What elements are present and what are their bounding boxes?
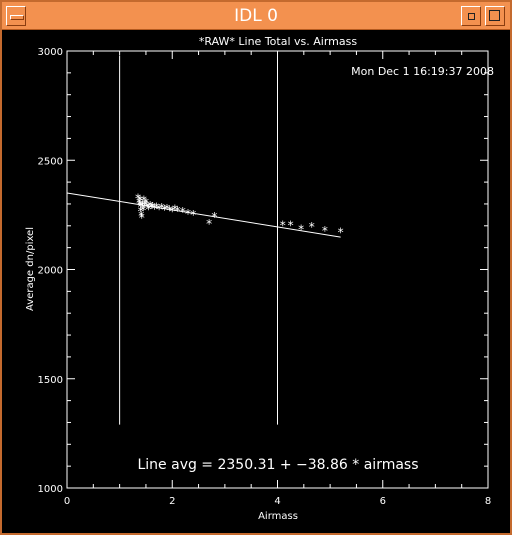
data-point: * bbox=[298, 222, 304, 236]
x-tick-label: 8 bbox=[485, 496, 491, 507]
maximize-icon bbox=[489, 10, 500, 21]
data-point: * bbox=[172, 202, 178, 216]
data-point: * bbox=[148, 201, 154, 215]
data-point: * bbox=[159, 201, 165, 215]
data-point: * bbox=[280, 219, 286, 233]
data-point: * bbox=[143, 196, 149, 210]
data-point: * bbox=[142, 198, 148, 212]
data-point: * bbox=[151, 202, 157, 216]
data-point: * bbox=[185, 207, 191, 221]
data-point: * bbox=[140, 203, 146, 217]
data-point: * bbox=[147, 199, 153, 213]
data-point: * bbox=[164, 202, 170, 216]
y-tick-label: 2500 bbox=[38, 156, 63, 167]
window-menu-button[interactable] bbox=[6, 6, 26, 26]
data-point: * bbox=[322, 224, 328, 238]
data-point: * bbox=[180, 205, 186, 219]
y-tick-label: 1500 bbox=[38, 375, 63, 386]
data-point: * bbox=[138, 209, 144, 223]
x-tick-label: 6 bbox=[380, 496, 386, 507]
title-bar[interactable]: IDL 0 bbox=[2, 2, 510, 30]
data-points: ***************************** * * **** * * * * * bbox=[135, 191, 344, 239]
data-point: * bbox=[161, 203, 167, 217]
data-point: * bbox=[137, 194, 143, 208]
data-point: * bbox=[338, 225, 344, 239]
data-point: * bbox=[169, 205, 175, 219]
data-point: * bbox=[141, 194, 147, 208]
data-point: * bbox=[175, 204, 181, 218]
data-point: * bbox=[144, 200, 150, 214]
data-point: * bbox=[206, 217, 212, 231]
y-axis: 1000 1500 2000 2500 3000 bbox=[38, 47, 488, 495]
y-tick-label: 2000 bbox=[38, 266, 63, 277]
fit-line bbox=[66, 192, 341, 238]
x-tick-label: 4 bbox=[274, 496, 280, 507]
x-axis-label: Airmass bbox=[258, 511, 298, 522]
data-point: * bbox=[190, 208, 196, 222]
data-point: * bbox=[139, 198, 145, 212]
window-title: IDL 0 bbox=[234, 6, 278, 26]
vertical-markers bbox=[119, 55, 278, 425]
maximize-button[interactable] bbox=[485, 6, 505, 26]
data-point: * bbox=[137, 198, 143, 212]
x-tick-label: 0 bbox=[64, 496, 70, 507]
chart-title: *RAW* Line Total vs. Airmass bbox=[199, 35, 357, 48]
data-point: * bbox=[150, 200, 156, 214]
data-point: * bbox=[309, 220, 315, 234]
data-point: * bbox=[138, 205, 144, 219]
plot-canvas: *RAW* Line Total vs. Airmass Mon Dec 1 1… bbox=[25, 35, 494, 522]
data-point: * bbox=[146, 202, 152, 216]
data-point: * bbox=[138, 200, 144, 214]
data-point: * bbox=[167, 203, 173, 217]
y-tick-label: 3000 bbox=[38, 47, 63, 58]
y-axis-label: Average dn/pixel bbox=[25, 227, 36, 311]
data-point: * bbox=[153, 201, 159, 215]
x-axis: 0 2 4 6 8 bbox=[64, 51, 491, 507]
y-tick-label: 1000 bbox=[38, 484, 63, 495]
data-point: * bbox=[139, 211, 145, 225]
data-point: * bbox=[211, 210, 217, 224]
data-point: * bbox=[135, 191, 141, 205]
data-point: * bbox=[140, 201, 146, 215]
timestamp: Mon Dec 1 16:19:37 2008 bbox=[351, 65, 494, 78]
minimize-icon bbox=[468, 13, 475, 20]
window-menu-icon bbox=[10, 15, 24, 20]
fit-annotation: Line avg = 2350.31 + −38.86 * airmass bbox=[137, 457, 418, 473]
data-point: * bbox=[136, 196, 142, 210]
data-point: * bbox=[156, 202, 162, 216]
minimize-button[interactable] bbox=[461, 6, 481, 26]
data-point: * bbox=[288, 219, 294, 233]
x-tick-label: 2 bbox=[169, 496, 175, 507]
